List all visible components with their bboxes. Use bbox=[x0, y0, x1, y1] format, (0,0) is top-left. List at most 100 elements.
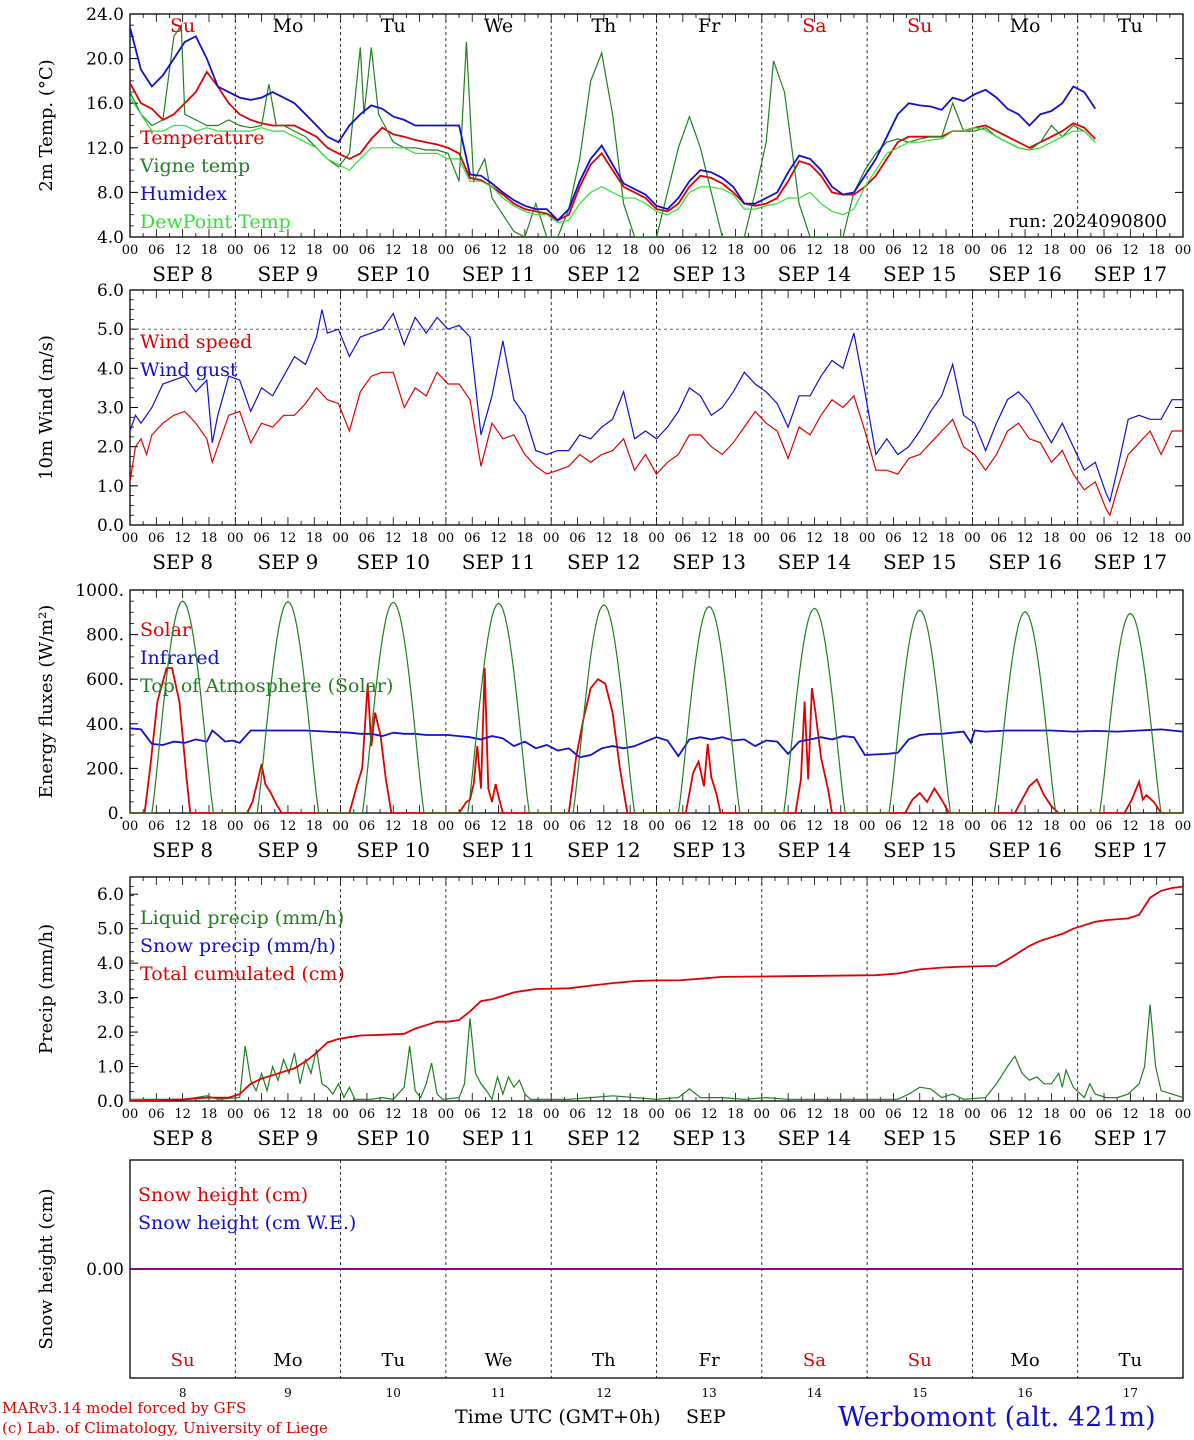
day-name-bottom: Su bbox=[171, 1350, 195, 1371]
y-tick-label: 2.0 bbox=[97, 438, 124, 458]
legend-label: Snow height (cm W.E.) bbox=[138, 1212, 356, 1234]
hour-label: 00 bbox=[227, 1107, 244, 1122]
hour-label: 12 bbox=[596, 1107, 613, 1122]
hour-label: 00 bbox=[332, 819, 349, 834]
hour-label: 12 bbox=[1017, 531, 1034, 546]
series-line-2 bbox=[130, 27, 1097, 222]
y-tick-label: 4.0 bbox=[97, 954, 124, 974]
day-name-bottom: Mo bbox=[1010, 1350, 1039, 1371]
hour-label: 00 bbox=[543, 819, 560, 834]
date-label: SEP 11 bbox=[462, 262, 536, 286]
y-tick-label: 600. bbox=[86, 670, 124, 690]
day-name-top: Mo bbox=[272, 15, 303, 37]
hour-label: 12 bbox=[911, 531, 928, 546]
y-tick-label: 0.00 bbox=[86, 1260, 124, 1280]
hour-label: 12 bbox=[174, 243, 191, 258]
hour-label: 06 bbox=[464, 243, 481, 258]
hour-label: 06 bbox=[990, 1107, 1007, 1122]
hour-label: 18 bbox=[622, 1107, 639, 1122]
hour-label: 18 bbox=[622, 531, 639, 546]
hour-label: 00 bbox=[1069, 531, 1086, 546]
hour-label: 18 bbox=[727, 243, 744, 258]
hour-label: 06 bbox=[148, 531, 165, 546]
hour-label: 12 bbox=[1122, 819, 1139, 834]
day-number: 12 bbox=[596, 1386, 611, 1400]
hour-label: 12 bbox=[280, 243, 297, 258]
hour-label: 12 bbox=[1017, 819, 1034, 834]
y-tick-label: 4.0 bbox=[97, 228, 124, 248]
hour-label: 00 bbox=[543, 1107, 560, 1122]
date-label: SEP 16 bbox=[988, 262, 1062, 286]
day-number: 10 bbox=[386, 1386, 401, 1400]
hour-label: 06 bbox=[569, 243, 586, 258]
hour-label: 00 bbox=[964, 819, 981, 834]
date-label: SEP 16 bbox=[988, 1126, 1062, 1150]
hour-label: 18 bbox=[1043, 243, 1060, 258]
legend-label: Wind gust bbox=[140, 359, 238, 381]
legend-label: Wind speed bbox=[140, 331, 252, 353]
hour-label: 00 bbox=[332, 243, 349, 258]
hour-label: 06 bbox=[885, 819, 902, 834]
day-name-top: Su bbox=[170, 15, 195, 37]
hour-label: 06 bbox=[780, 243, 797, 258]
hour-label: 00 bbox=[648, 1107, 665, 1122]
hour-label: 12 bbox=[701, 819, 718, 834]
hour-label: 18 bbox=[622, 243, 639, 258]
hour-label: 18 bbox=[306, 819, 323, 834]
hour-label: 00 bbox=[964, 1107, 981, 1122]
date-label: SEP 14 bbox=[778, 262, 852, 286]
hour-label: 06 bbox=[359, 819, 376, 834]
hour-label: 06 bbox=[1096, 243, 1113, 258]
hour-label: 18 bbox=[201, 243, 218, 258]
hour-label: 12 bbox=[596, 819, 613, 834]
hour-label: 06 bbox=[675, 531, 692, 546]
date-label: SEP 13 bbox=[672, 1126, 746, 1150]
date-label: SEP 9 bbox=[258, 262, 319, 286]
date-label: SEP 13 bbox=[672, 262, 746, 286]
date-label: SEP 11 bbox=[462, 550, 536, 574]
y-tick-label: 4.0 bbox=[97, 359, 124, 379]
hour-label: 12 bbox=[280, 819, 297, 834]
date-label: SEP 12 bbox=[567, 262, 641, 286]
hour-label: 18 bbox=[727, 1107, 744, 1122]
hour-label: 12 bbox=[174, 819, 191, 834]
hour-label: 18 bbox=[201, 1107, 218, 1122]
hour-label: 18 bbox=[411, 243, 428, 258]
hour-label: 00 bbox=[438, 819, 455, 834]
date-label: SEP 10 bbox=[356, 550, 430, 574]
hour-label: 12 bbox=[490, 1107, 507, 1122]
series-line-2 bbox=[130, 885, 1183, 1101]
y-tick-label: 200. bbox=[86, 759, 124, 779]
hour-label: 00 bbox=[438, 243, 455, 258]
hour-label: 12 bbox=[490, 531, 507, 546]
day-name-top: Fr bbox=[698, 15, 721, 37]
date-label: SEP 9 bbox=[258, 1126, 319, 1150]
hour-label: 12 bbox=[385, 819, 402, 834]
hour-label: 00 bbox=[438, 1107, 455, 1122]
date-label: SEP 15 bbox=[883, 838, 957, 862]
hour-label: 06 bbox=[569, 1107, 586, 1122]
model-credit: MARv3.14 model forced by GFS bbox=[2, 1399, 247, 1417]
hour-label: 12 bbox=[1017, 243, 1034, 258]
hour-label: 12 bbox=[1122, 531, 1139, 546]
hour-label: 12 bbox=[385, 243, 402, 258]
series-line-2 bbox=[130, 600, 1183, 813]
hour-label: 18 bbox=[411, 1107, 428, 1122]
hour-label: 00 bbox=[122, 531, 139, 546]
date-label: SEP 12 bbox=[567, 1126, 641, 1150]
hour-label: 18 bbox=[727, 819, 744, 834]
y-tick-label: 0.0 bbox=[97, 1092, 124, 1112]
day-name-top: Th bbox=[591, 15, 616, 37]
hour-label: 12 bbox=[806, 243, 823, 258]
hour-label: 18 bbox=[727, 531, 744, 546]
month-label: SEP bbox=[686, 1406, 726, 1428]
hour-label: 00 bbox=[859, 531, 876, 546]
hour-label: 00 bbox=[332, 1107, 349, 1122]
hour-label: 12 bbox=[701, 1107, 718, 1122]
hour-label: 00 bbox=[122, 1107, 139, 1122]
hour-label: 06 bbox=[569, 819, 586, 834]
y-tick-label: 24.0 bbox=[86, 5, 124, 25]
day-number: 8 bbox=[179, 1386, 187, 1400]
hour-label: 18 bbox=[306, 1107, 323, 1122]
hour-label: 18 bbox=[938, 531, 955, 546]
